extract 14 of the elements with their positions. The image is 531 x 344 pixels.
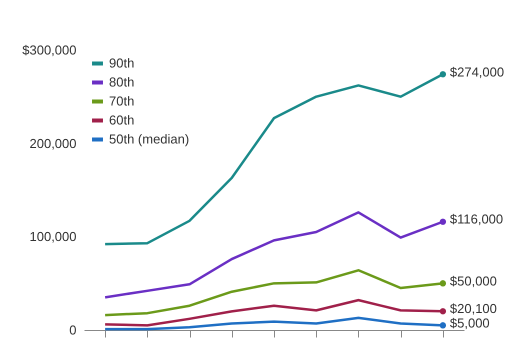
data-label: $20,100 — [450, 301, 497, 316]
data-label: $50,000 — [450, 273, 497, 288]
legend-label: 60th — [109, 112, 134, 128]
legend-label: 80th — [109, 74, 134, 90]
legend-label: 90th — [109, 56, 134, 70]
y-tick-label: 200,000 — [30, 136, 76, 151]
y-tick-label: 0 — [69, 322, 76, 338]
data-label: $5,000 — [450, 315, 490, 330]
y-tick-label: $300,000 — [22, 42, 76, 58]
y-tick-label: 100,000 — [30, 229, 76, 244]
legend-label: 50th (median) — [109, 132, 190, 146]
data-label: $274,000 — [450, 64, 504, 80]
legend-label: 70th — [109, 94, 134, 108]
data-label: $116,000 — [450, 212, 504, 227]
